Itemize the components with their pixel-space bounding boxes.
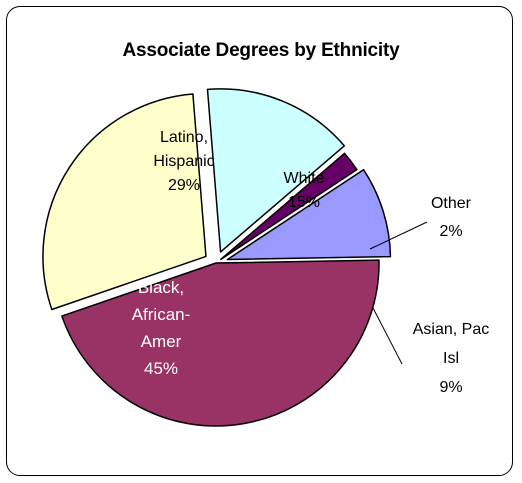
leader-line: [372, 307, 403, 365]
slice-labels: Latino, Hispanic 29% White 15% Other 2% Asian, …: [132, 129, 490, 396]
leader-line: [369, 221, 428, 250]
slice-label-white: White 15%: [284, 170, 325, 211]
slice-label-other: Other 2%: [431, 195, 472, 240]
pie-slice-white: [206, 88, 346, 253]
slice-label-black-african-amer: Black, African-Amer 45%: [132, 278, 191, 378]
pie-slice-other: [220, 152, 358, 261]
slice-label-asian-pac-isl: Asian, Pac Isl 9%: [413, 321, 489, 396]
pie-slice-black-african-amer: [61, 259, 380, 427]
chart-title: Associate Degrees by Ethnicity: [122, 40, 400, 61]
pie-slices: [42, 88, 392, 427]
slice-label-latino-hispanic: Latino, Hispanic 29%: [153, 129, 214, 194]
pie-slice-latino-hispanic: [42, 93, 207, 311]
pie-slice-asian-pac-isl: [226, 168, 392, 261]
leader-lines: [369, 221, 428, 365]
